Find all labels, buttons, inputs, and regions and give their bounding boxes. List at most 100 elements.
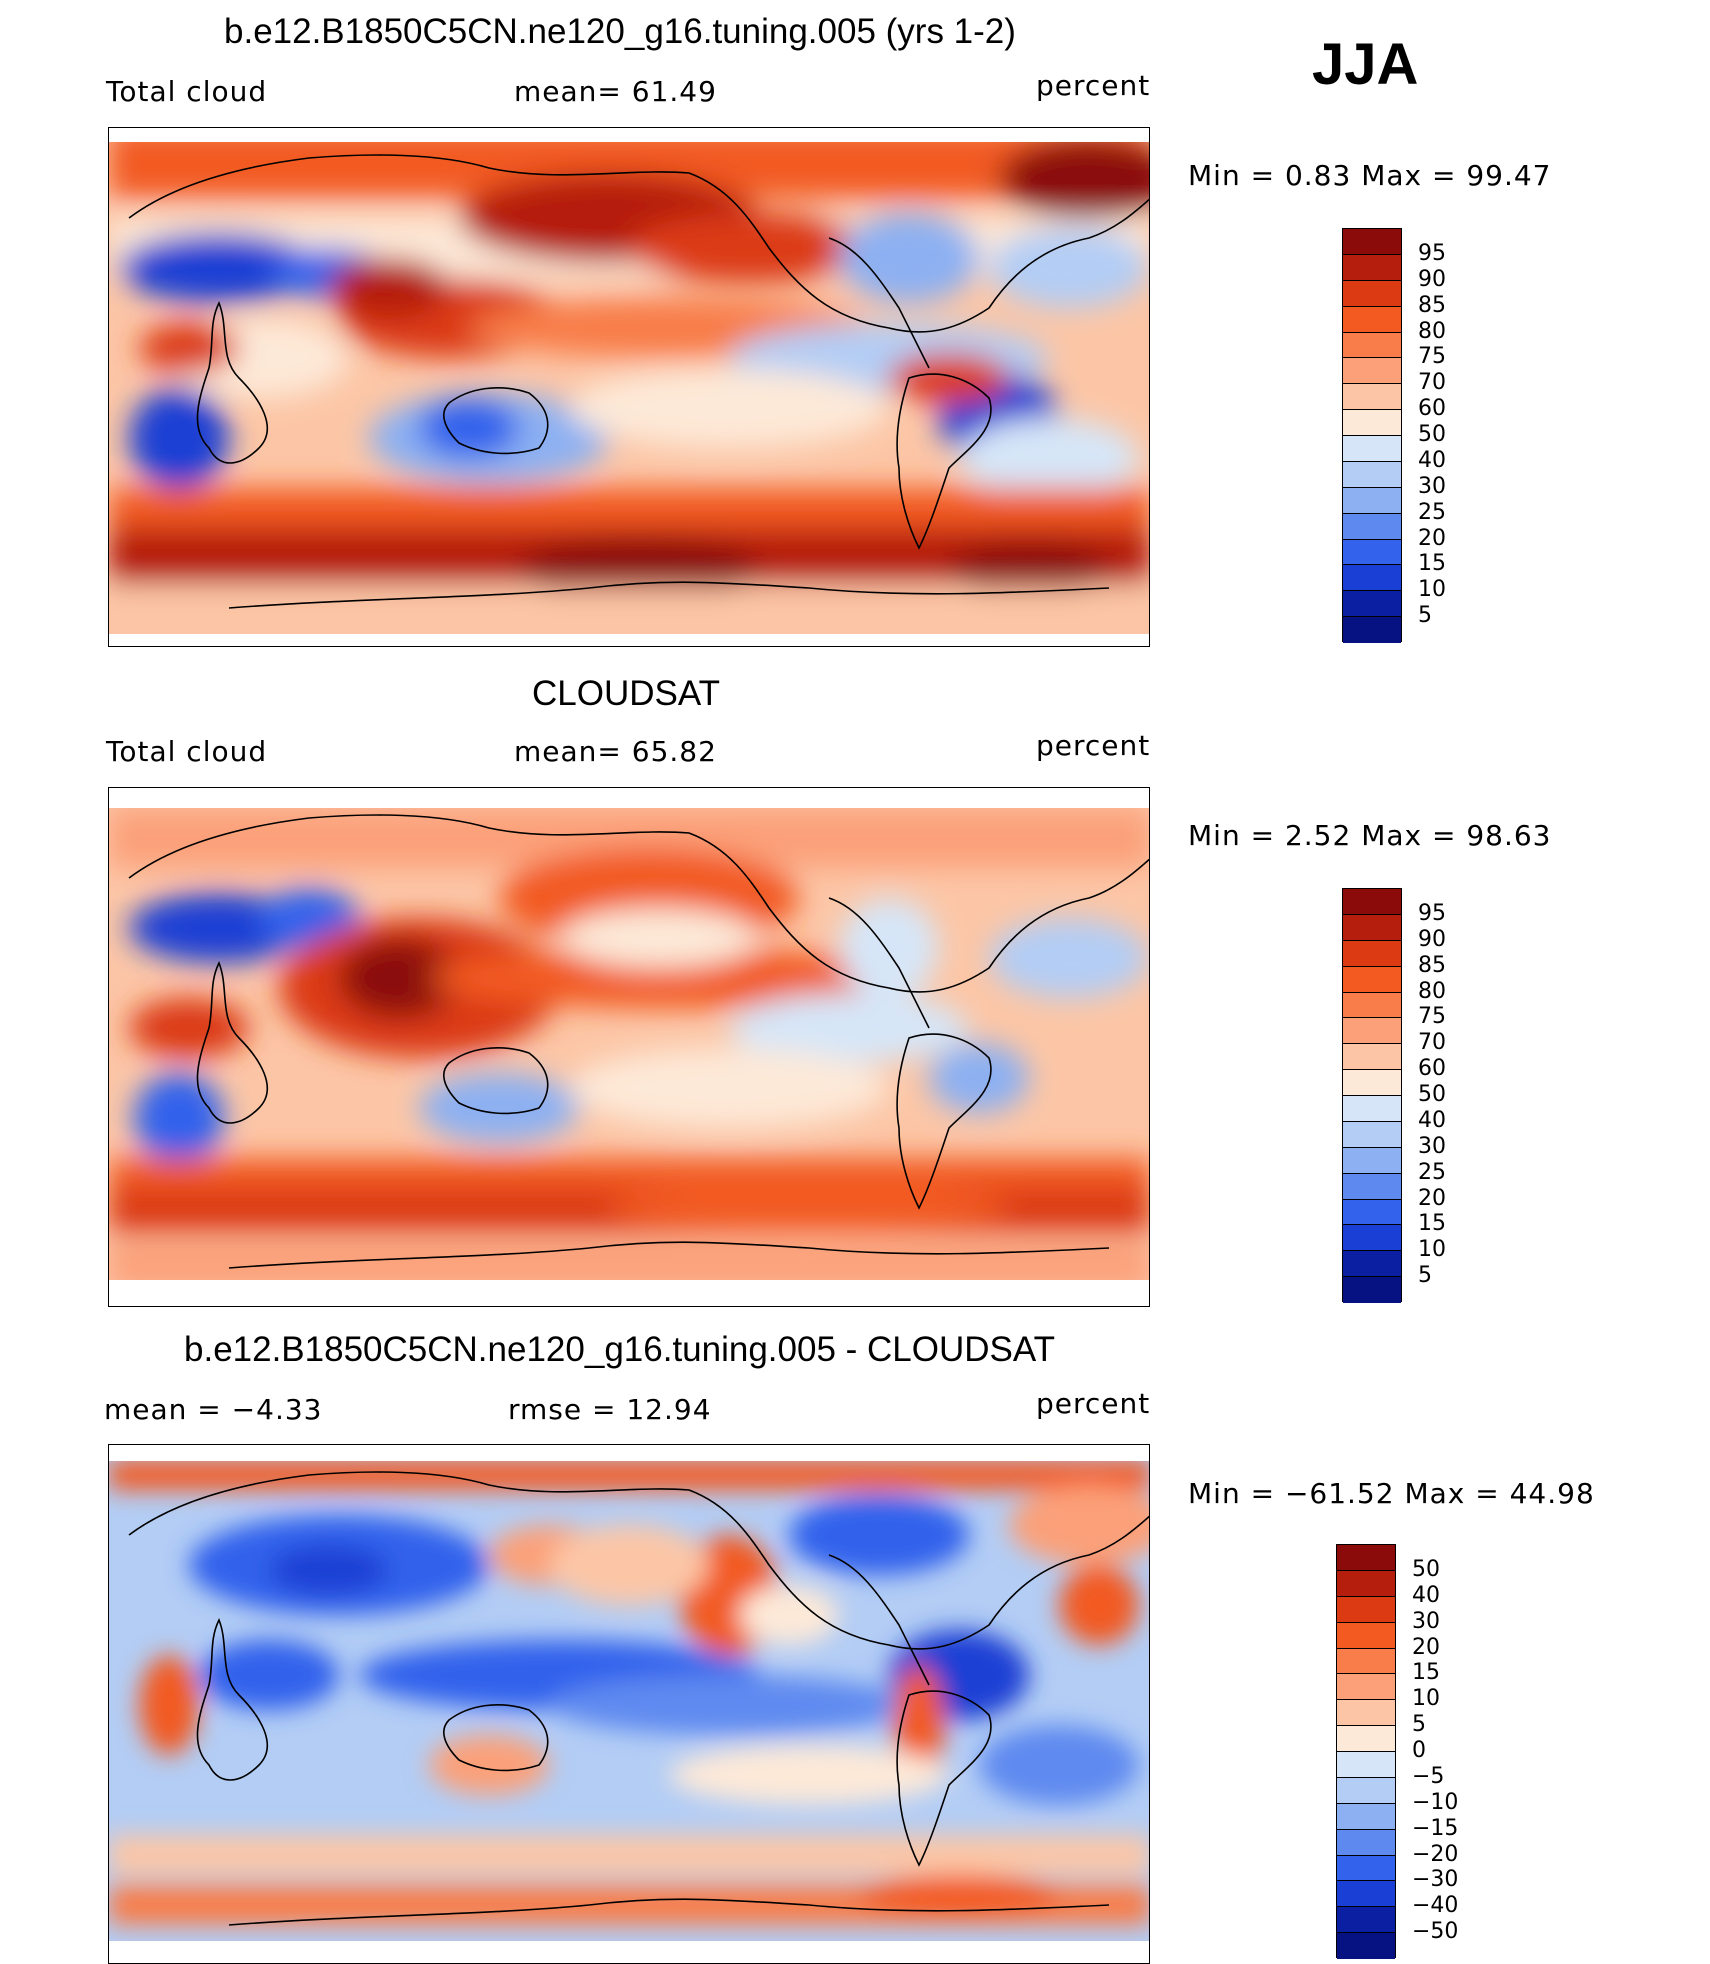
panel-2-minmax-label: Min = 2.52 Max = 98.63 (1188, 819, 1552, 852)
colorbar-swatch (1337, 1570, 1395, 1597)
colorbar-swatch (1337, 1545, 1395, 1571)
panel-3-map (108, 1444, 1150, 1964)
colorbar-swatch (1343, 1173, 1401, 1200)
colorbar-tick-label: 30 (1412, 1608, 1440, 1634)
colorbar-swatch (1343, 1044, 1401, 1071)
panel-2-mean-label: mean= 65.82 (514, 735, 717, 768)
colorbar-tick-label: 70 (1418, 1030, 1446, 1056)
colorbar-tick-label: 80 (1418, 978, 1446, 1004)
colorbar-swatch (1337, 1674, 1395, 1701)
colorbar-swatch (1343, 384, 1401, 411)
panel-1-colorbar (1342, 228, 1402, 643)
colorbar-tick-label: 90 (1418, 926, 1446, 952)
colorbar-tick-label: 5 (1418, 603, 1432, 629)
panel-1-mean-label: mean= 61.49 (514, 75, 717, 108)
colorbar-swatch (1337, 1596, 1395, 1623)
colorbar-tick-label: 30 (1418, 1133, 1446, 1159)
colorbar-swatch (1343, 617, 1401, 643)
colorbar-tick-label: 20 (1418, 1185, 1446, 1211)
colorbar-swatch (1343, 889, 1401, 915)
colorbar-tick-label: 85 (1418, 952, 1446, 978)
colorbar-tick-label: 75 (1418, 344, 1446, 370)
colorbar-swatch (1343, 461, 1401, 488)
panel-3-minmax-label: Min = −61.52 Max = 44.98 (1188, 1477, 1595, 1510)
panel-3-mean-label: mean = −4.33 (104, 1393, 323, 1426)
colorbar-swatch (1337, 1726, 1395, 1752)
colorbar-swatch (1343, 966, 1401, 993)
colorbar-swatch (1343, 1147, 1401, 1174)
colorbar-tick-label: 20 (1418, 525, 1446, 551)
colorbar-tick-label: −15 (1412, 1815, 1459, 1841)
colorbar-swatch (1343, 358, 1401, 385)
colorbar-swatch (1343, 254, 1401, 281)
colorbar-swatch (1343, 306, 1401, 333)
panel-3-colorbar (1336, 1544, 1396, 1959)
panel-1-title: b.e12.B1850C5CN.ne120_g16.tuning.005 (yr… (224, 12, 1016, 51)
panel-1-units-label: percent (1036, 69, 1151, 102)
panel-2-colorbar (1342, 888, 1402, 1303)
colorbar-swatch (1337, 1752, 1395, 1778)
colorbar-swatch (1337, 1803, 1395, 1830)
colorbar-swatch (1337, 1855, 1395, 1882)
colorbar-tick-label: 95 (1418, 900, 1446, 926)
panel-1-variable-label: Total cloud (106, 75, 268, 108)
colorbar-tick-label: 40 (1412, 1582, 1440, 1608)
colorbar-swatch (1343, 940, 1401, 967)
colorbar-tick-label: 90 (1418, 266, 1446, 292)
colorbar-swatch (1337, 1907, 1395, 1934)
colorbar-tick-label: 70 (1418, 370, 1446, 396)
colorbar-tick-label: 5 (1412, 1712, 1426, 1738)
colorbar-swatch (1337, 1777, 1395, 1804)
colorbar-tick-label: 75 (1418, 1004, 1446, 1030)
colorbar-tick-label: 95 (1418, 240, 1446, 266)
colorbar-tick-label: −30 (1412, 1867, 1459, 1893)
colorbar-swatch (1343, 1096, 1401, 1122)
colorbar-tick-label: 85 (1418, 292, 1446, 318)
colorbar-swatch (1343, 1251, 1401, 1278)
colorbar-swatch (1343, 1018, 1401, 1045)
colorbar-swatch (1343, 539, 1401, 566)
panel-2-map (108, 787, 1150, 1307)
colorbar-swatch (1343, 1225, 1401, 1252)
colorbar-swatch (1343, 1277, 1401, 1303)
colorbar-swatch (1337, 1829, 1395, 1856)
colorbar-tick-label: 15 (1412, 1660, 1440, 1686)
panel-3-map-field (109, 1445, 1149, 1963)
colorbar-tick-label: 80 (1418, 318, 1446, 344)
colorbar-swatch (1343, 914, 1401, 941)
colorbar-tick-label: 10 (1418, 1237, 1446, 1263)
colorbar-tick-label: 50 (1418, 422, 1446, 447)
panel-2-title: CLOUDSAT (532, 674, 720, 713)
colorbar-tick-label: 25 (1418, 499, 1446, 525)
panel-1-minmax-label: Min = 0.83 Max = 99.47 (1188, 159, 1552, 192)
colorbar-swatch (1343, 992, 1401, 1019)
colorbar-tick-label: 25 (1418, 1159, 1446, 1185)
panel-2-map-field (109, 788, 1149, 1306)
colorbar-swatch (1343, 436, 1401, 462)
panel-2-units-label: percent (1036, 729, 1151, 762)
colorbar-tick-label: −10 (1412, 1789, 1459, 1815)
colorbar-tick-label: 60 (1418, 396, 1446, 422)
panel-3-rmse-label: rmse = 12.94 (508, 1393, 712, 1426)
colorbar-tick-label: 20 (1412, 1634, 1440, 1660)
colorbar-tick-label: 40 (1418, 447, 1446, 473)
colorbar-tick-label: 40 (1418, 1107, 1446, 1133)
colorbar-tick-label: 10 (1412, 1686, 1440, 1712)
colorbar-swatch (1343, 513, 1401, 540)
colorbar-swatch (1337, 1881, 1395, 1908)
colorbar-tick-label: −50 (1412, 1919, 1459, 1945)
colorbar-swatch (1337, 1622, 1395, 1649)
colorbar-swatch (1337, 1700, 1395, 1727)
colorbar-swatch (1343, 591, 1401, 618)
season-label: JJA (1312, 32, 1419, 97)
colorbar-swatch (1343, 410, 1401, 436)
colorbar-swatch (1343, 565, 1401, 592)
panel-3-units-label: percent (1036, 1387, 1151, 1420)
colorbar-swatch (1343, 280, 1401, 307)
colorbar-tick-label: 30 (1418, 473, 1446, 499)
colorbar-tick-label: 10 (1418, 577, 1446, 603)
panel-3-title: b.e12.B1850C5CN.ne120_g16.tuning.005 - C… (184, 1330, 1056, 1369)
colorbar-tick-label: −20 (1412, 1841, 1459, 1867)
colorbar-swatch (1337, 1933, 1395, 1959)
colorbar-tick-label: 50 (1412, 1556, 1440, 1582)
